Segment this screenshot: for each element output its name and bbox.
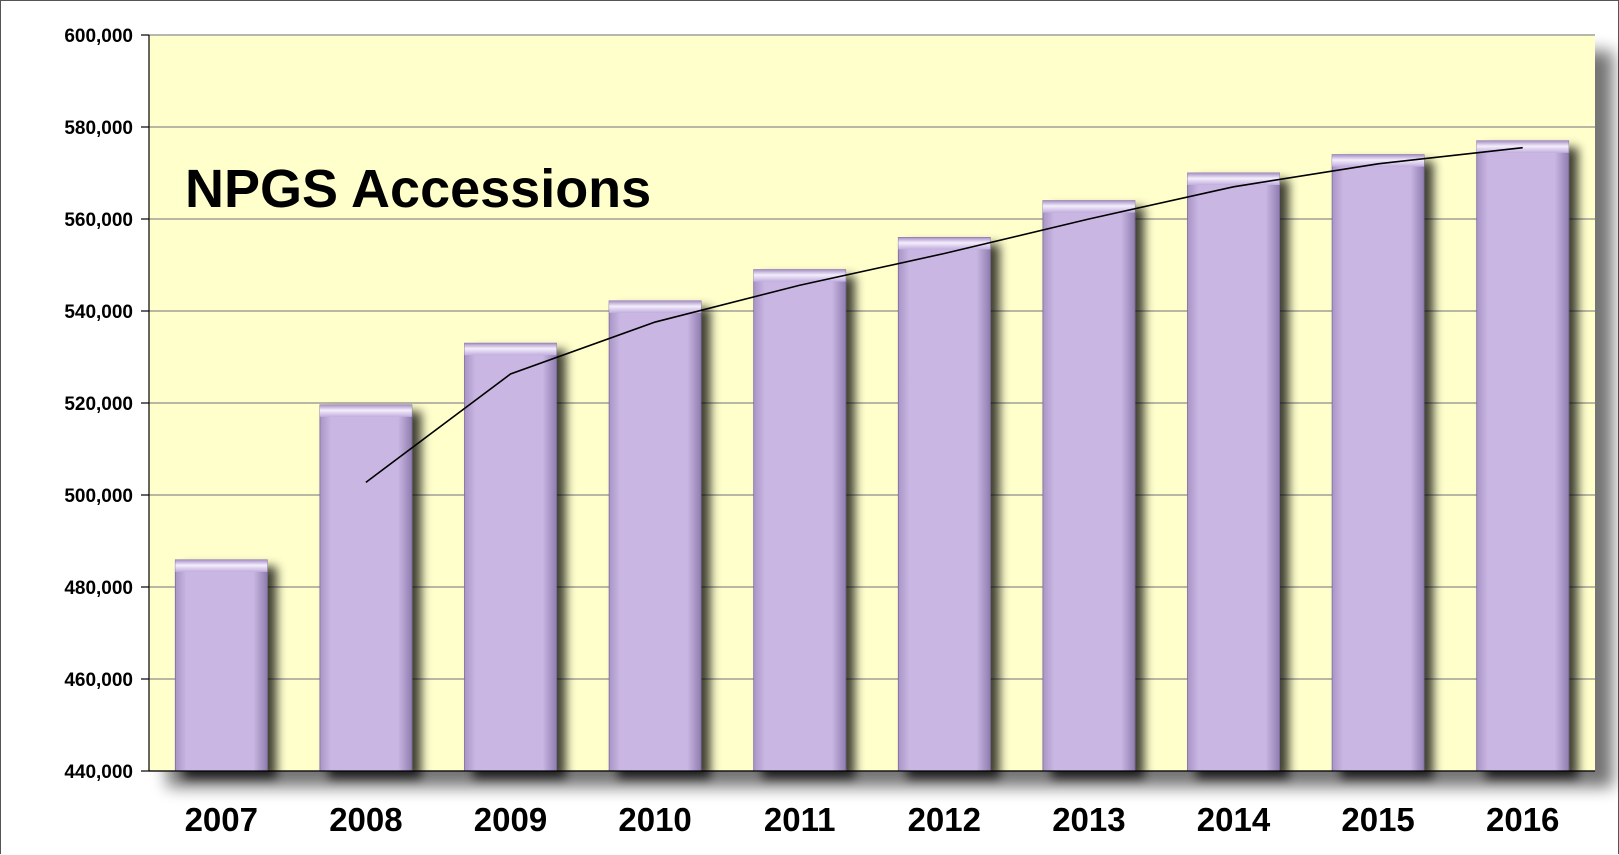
x-tick-label: 2011 — [764, 801, 836, 838]
y-tick-label: 540,000 — [64, 302, 133, 323]
bar-2010 — [608, 300, 702, 772]
bar-body — [608, 300, 702, 772]
x-tick-label: 2014 — [1197, 801, 1271, 838]
y-tick-label: 480,000 — [64, 578, 133, 599]
trendline-group — [365, 146, 1523, 483]
bar-2011 — [753, 269, 847, 772]
bar-2009 — [464, 342, 557, 772]
y-tick-label: 460,000 — [64, 670, 133, 691]
bar-2007 — [174, 559, 268, 772]
trendline — [365, 146, 1523, 483]
y-tick-label: 500,000 — [64, 486, 133, 507]
x-tick-label: 2016 — [1486, 801, 1559, 838]
bar-2013 — [1042, 200, 1136, 772]
y-tick-label: 440,000 — [64, 762, 133, 783]
bar-2014 — [1187, 172, 1280, 772]
x-axis: 2007 2008 2009 2010 2011 2012 2013 2014 2015 2016 — [149, 770, 1595, 838]
bar-cap — [464, 343, 557, 356]
bar-cap — [319, 404, 412, 417]
bar-body — [1042, 200, 1136, 772]
bar-body — [753, 269, 847, 772]
x-tick-label: 2013 — [1052, 801, 1125, 838]
bar-body — [1476, 140, 1570, 772]
x-tick-label: 2010 — [618, 801, 691, 838]
bar-cap — [1332, 154, 1425, 167]
y-axis: 440,000 460,000 480,000 500,000 520,000 540,0… — [64, 26, 150, 783]
bar-2015 — [1331, 154, 1425, 772]
bar-body — [464, 342, 557, 772]
bar-cap — [898, 237, 991, 250]
bar-cap — [609, 300, 702, 313]
x-tick-label: 2008 — [329, 801, 402, 838]
bar-2008 — [319, 404, 413, 772]
x-tick-label: 2007 — [185, 801, 258, 838]
y-tick-label: 600,000 — [64, 26, 133, 47]
bar-2016 — [1476, 140, 1570, 772]
chart-title: NPGS Accessions — [185, 159, 651, 219]
x-tick-label: 2012 — [908, 801, 981, 838]
bar-2012 — [897, 236, 991, 772]
bar-body — [1187, 172, 1280, 772]
bar-body — [319, 404, 413, 772]
bar-cap — [753, 269, 846, 282]
bars — [174, 140, 1570, 772]
bar-body — [174, 559, 268, 772]
x-tick-label: 2015 — [1341, 801, 1414, 838]
bar-cap — [1042, 200, 1135, 213]
y-tick-label: 580,000 — [64, 118, 133, 139]
bar-body — [897, 236, 991, 772]
y-tick-label: 520,000 — [64, 394, 133, 415]
x-tick-label: 2009 — [474, 801, 547, 838]
y-tick-label: 560,000 — [64, 210, 133, 231]
bar-cap — [175, 559, 268, 572]
bar-body — [1331, 154, 1425, 772]
bar-cap — [1187, 173, 1280, 185]
